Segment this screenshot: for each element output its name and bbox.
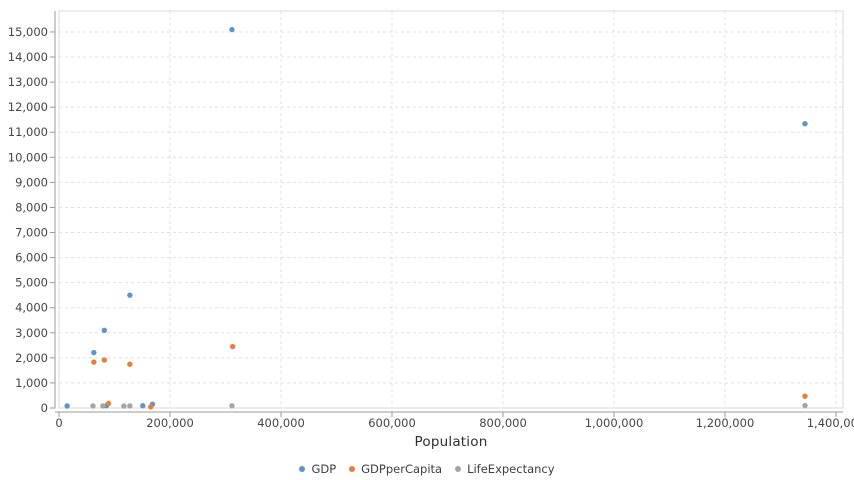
legend-marker-icon [299, 466, 306, 472]
legend-label: GDPperCapita [361, 462, 443, 476]
x-tick-label: 600,000 [368, 416, 416, 430]
data-point-LifeExpectancy[interactable] [121, 403, 127, 409]
legend-item-LifeExpectancy[interactable]: LifeExpectancy [455, 462, 555, 476]
x-tick-label: 1,000,000 [585, 416, 644, 430]
data-point-LifeExpectancy[interactable] [100, 403, 106, 409]
data-point-GDPperCapita[interactable] [148, 404, 154, 410]
x-tick-label: 1,200,000 [696, 416, 755, 430]
x-tick-label: 200,000 [146, 416, 194, 430]
data-point-LifeExpectancy[interactable] [229, 403, 235, 409]
legend-marker-icon [349, 466, 356, 472]
x-axis-title: Population [414, 434, 488, 450]
data-point-GDP[interactable] [127, 292, 133, 298]
plot-border [58, 10, 844, 409]
y-tick-label: 3,000 [15, 326, 48, 340]
y-tick-label: 11,000 [8, 125, 48, 139]
y-tick-label: 2,000 [15, 351, 48, 365]
y-tick-label: 9,000 [15, 175, 48, 189]
data-point-GDP[interactable] [101, 327, 108, 333]
legend-item-GDP[interactable]: GDP [299, 462, 336, 476]
data-point-GDP[interactable] [229, 26, 235, 33]
y-tick-label: 0 [41, 401, 48, 415]
data-point-GDPperCapita[interactable] [105, 400, 112, 407]
data-point-LifeExpectancy[interactable] [90, 403, 96, 409]
data-point-GDPperCapita[interactable] [101, 357, 108, 363]
y-tick-label: 4,000 [15, 301, 48, 315]
data-point-LifeExpectancy[interactable] [802, 402, 808, 409]
legend-item-GDPperCapita[interactable]: GDPperCapita [349, 462, 442, 476]
y-tick-label: 15,000 [8, 25, 48, 39]
y-tick-label: 8,000 [15, 200, 48, 214]
data-point-GDPperCapita[interactable] [802, 393, 808, 399]
data-point-GDP[interactable] [802, 121, 808, 127]
y-tick-label: 6,000 [15, 251, 48, 265]
x-tick-label: 400,000 [257, 416, 305, 430]
x-tick-label: 800,000 [479, 416, 527, 430]
y-tick-label: 12,000 [8, 100, 48, 114]
data-point-GDPperCapita[interactable] [91, 359, 97, 365]
data-point-GDPperCapita[interactable] [229, 343, 236, 350]
y-tick-label: 13,000 [8, 75, 48, 89]
y-tick-label: 14,000 [8, 50, 48, 64]
x-tick-label: 0 [55, 416, 62, 430]
legend: GDP GDPperCapita LifeExpectancy [0, 461, 854, 477]
data-point-GDP[interactable] [64, 403, 70, 409]
data-point-GDP[interactable] [91, 349, 97, 356]
y-tick-label: 10,000 [8, 150, 48, 164]
data-point-LifeExpectancy[interactable] [127, 403, 133, 409]
data-point-GDPperCapita[interactable] [127, 361, 133, 367]
legend-label: LifeExpectancy [467, 462, 555, 476]
y-tick-label: 5,000 [15, 276, 48, 290]
x-tick-label: 1,400,000 [807, 416, 854, 430]
legend-marker-icon [455, 466, 462, 472]
y-tick-label: 1,000 [15, 376, 48, 390]
data-point-GDP[interactable] [140, 403, 146, 409]
legend-label: GDP [311, 462, 337, 476]
y-tick-label: 7,000 [15, 226, 48, 240]
